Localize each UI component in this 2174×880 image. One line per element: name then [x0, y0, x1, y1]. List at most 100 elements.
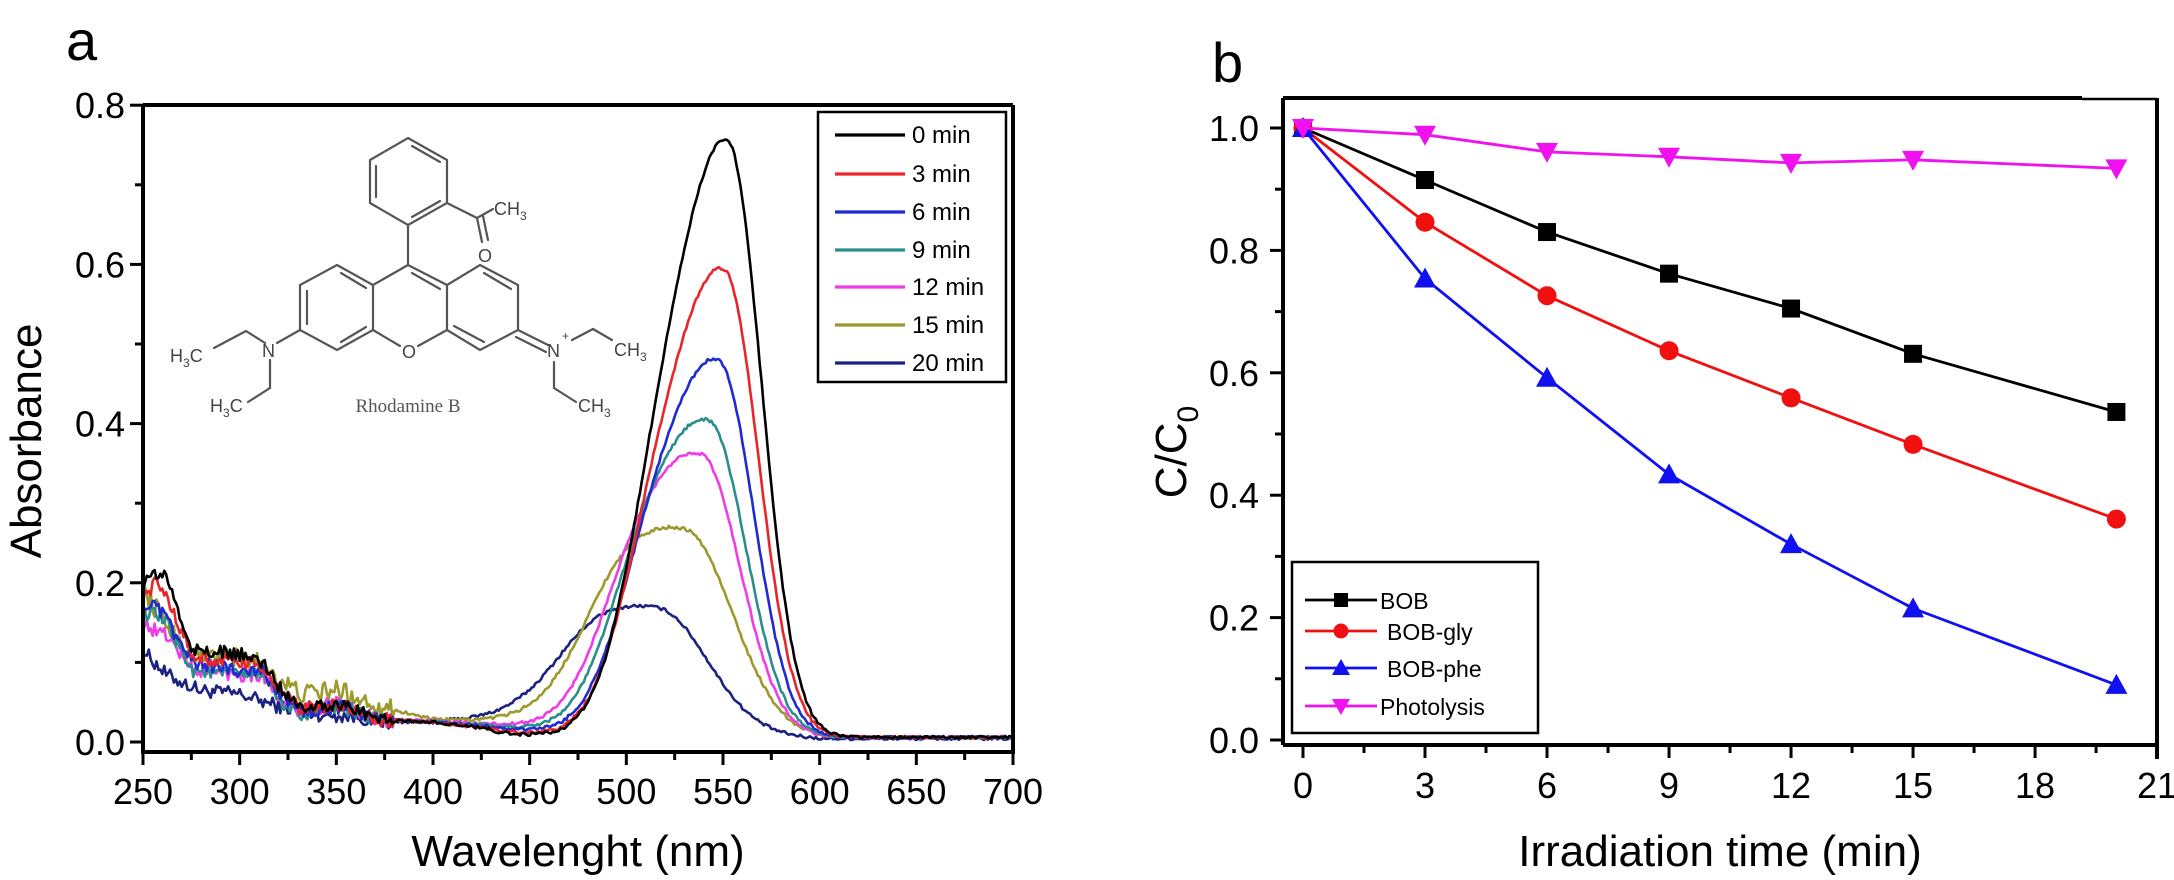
- data-point-bob-phe: [1780, 533, 1803, 554]
- legend-marker-bob: [1334, 593, 1348, 607]
- data-point-photolysis: [1902, 150, 1925, 171]
- data-point-photolysis: [1292, 119, 1314, 139]
- panel-b-y-axis-label: C/C0: [1147, 406, 1205, 498]
- panel-b-ticks: [1270, 126, 2159, 758]
- y-label-subscript: 0: [1172, 406, 1205, 423]
- legend-label-photolysis: Photolysis: [1380, 694, 1485, 720]
- spectrum-line-0-min: [141, 138, 1014, 740]
- panel-b-x-axis-label: Irradiation time (min): [1518, 827, 1921, 876]
- data-point-bob-phe: [1414, 267, 1437, 288]
- data-point-bob-gly: [1537, 286, 1557, 306]
- panel-b-frame: [1281, 96, 2159, 759]
- legend-marker-bob-phe: [1332, 659, 1350, 675]
- legend-label-6-min: 6 min: [912, 199, 971, 226]
- x-tick-label: 350: [306, 771, 366, 812]
- x-tick-label: 500: [596, 771, 656, 812]
- data-point-photolysis: [2105, 159, 2128, 180]
- y-tick-label: 1.0: [1209, 108, 1259, 149]
- legend-label-0-min: 0 min: [912, 122, 971, 149]
- molecule-bond: [244, 329, 267, 345]
- y-tick-label: 0.2: [1209, 598, 1259, 639]
- panel-a-x-axis-label: Wavelenght (nm): [411, 827, 744, 876]
- molecule-bond: [406, 263, 449, 287]
- x-tick-label: 15: [1893, 765, 1933, 806]
- molecule-nitrogen-left: N: [262, 341, 275, 361]
- molecule-bond: [371, 328, 402, 348]
- molecule-oxygen-ring: O: [402, 342, 416, 362]
- y-tick-label: 0.2: [75, 563, 125, 604]
- y-tick-label: 0.6: [75, 244, 125, 285]
- molecule-nitrogen-right: N: [547, 341, 560, 361]
- molecule-bond: [475, 207, 495, 220]
- legend-label-15-min: 15 min: [912, 312, 984, 339]
- panel-a-tick-labels: 250 300 350 400 450 500 550 600 650 700 0.0 0.2 0.4 0…: [75, 85, 1043, 812]
- legend-marker-photolysis: [1332, 699, 1350, 715]
- x-tick-label: 400: [403, 771, 463, 812]
- molecule-bond: [275, 328, 302, 345]
- data-point-bob-gly: [1781, 388, 1801, 408]
- molecule-h3c-lower: H3C: [210, 396, 243, 420]
- molecule-bond: [371, 263, 410, 287]
- molecule-bond: [410, 271, 442, 291]
- molecule-right-ring: [445, 263, 520, 352]
- molecule-bond: [570, 327, 595, 342]
- x-tick-label: 600: [790, 771, 850, 812]
- data-point-bob-phe: [2105, 673, 2128, 694]
- molecule-bond: [445, 201, 479, 220]
- y-tick-label: 0.4: [1209, 475, 1259, 516]
- molecule-name-label: Rhodamine B: [355, 396, 460, 417]
- molecule-bond: [339, 271, 368, 290]
- molecule-bond: [212, 329, 248, 350]
- data-point-bob: [2107, 402, 2126, 421]
- spectrum-line-9-min: [141, 416, 1014, 740]
- x-tick-label: 12: [1771, 765, 1811, 806]
- legend-label-3-min: 3 min: [912, 161, 971, 188]
- molecule-bond: [410, 144, 442, 164]
- legend-label-bob-gly: BOB-gly: [1387, 619, 1473, 645]
- panel-a-legend-box: [816, 110, 1008, 384]
- panel-a-ticks: [130, 103, 1015, 765]
- data-point-bob-gly: [1903, 434, 1923, 454]
- y-tick-label: 0.4: [75, 404, 125, 445]
- molecule-bond: [339, 325, 368, 344]
- y-tick-label: 0.6: [1209, 353, 1259, 394]
- panel-a-chart: 250 300 350 400 450 500 550 600 650 700 0.0 0.2 0.4 0…: [2, 85, 1043, 876]
- molecule-ch3-right-lower: CH3: [578, 396, 611, 420]
- y-tick-label: 0.0: [1209, 720, 1259, 761]
- rhodamine-b-structure: CH3 O O N H3C H3C: [170, 136, 647, 420]
- data-point-bob-gly: [1659, 341, 1679, 361]
- data-point-bob: [1660, 264, 1679, 283]
- data-point-bob: [1782, 299, 1801, 318]
- molecule-oxygen-carbonyl: O: [478, 246, 492, 266]
- x-tick-label: 9: [1659, 765, 1679, 806]
- x-tick-label: 700: [983, 771, 1043, 812]
- molecule-bond: [591, 327, 614, 342]
- data-point-photolysis: [1658, 147, 1681, 168]
- molecule-ch3-acetyl: CH3: [494, 199, 527, 223]
- data-point-bob: [1904, 344, 1923, 363]
- panel-a-letter: a: [66, 9, 98, 72]
- molecule-bond: [516, 328, 550, 347]
- molecule-bond: [514, 335, 548, 354]
- legend-label-bob: BOB: [1380, 588, 1429, 614]
- molecule-bond: [482, 271, 513, 291]
- x-tick-label: 550: [693, 771, 753, 812]
- legend-marker-bob-gly: [1333, 623, 1349, 639]
- x-tick-label: 450: [500, 771, 560, 812]
- molecule-bond: [452, 324, 486, 344]
- legend-label-20-min: 20 min: [912, 350, 984, 377]
- molecule-ch3-right-upper: CH3: [614, 340, 647, 364]
- panel-a-curves: [141, 138, 1014, 742]
- data-point-bob-phe: [1658, 463, 1681, 484]
- panel-b-tick-labels: 0 3 6 9 12 15 18 21 0.0 0.2 0.4 0.6 0.8 1.0: [1209, 108, 2174, 806]
- x-tick-label: 650: [886, 771, 946, 812]
- data-point-bob: [1416, 171, 1435, 190]
- panel-b-legend-box: [1290, 560, 1540, 735]
- molecule-bond: [410, 199, 442, 219]
- legend-label-9-min: 9 min: [912, 237, 971, 264]
- x-tick-label: 21: [2137, 765, 2174, 806]
- panel-a-legend: 0 min 3 min 6 min 9 min 12 min 15 min 20 min: [816, 110, 1008, 384]
- x-tick-label: 18: [2015, 765, 2055, 806]
- spectrum-line-12-min: [141, 451, 1014, 740]
